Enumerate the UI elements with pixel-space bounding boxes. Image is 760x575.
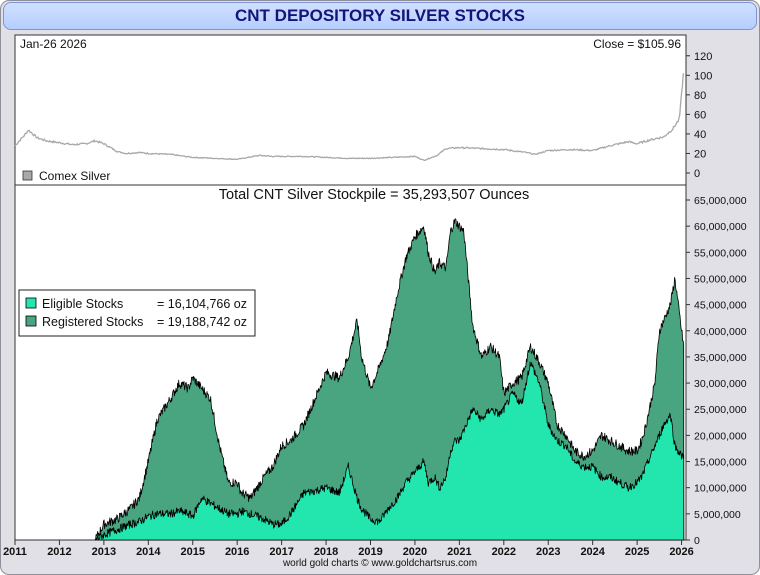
x-tick-label: 2024 <box>580 546 605 558</box>
registered-legend-value: = 19,188,742 oz <box>157 315 247 329</box>
price-y-tick-label: 20 <box>694 148 706 160</box>
x-tick-label: 2021 <box>447 546 471 558</box>
price-legend-swatch <box>22 170 33 181</box>
stock-y-tick-label: 15,000,000 <box>694 457 747 469</box>
x-tick-label: 2019 <box>358 546 382 558</box>
stockpile-title: Total CNT Silver Stockpile = 35,293,507 … <box>219 187 529 203</box>
x-tick-label: 2017 <box>269 546 293 558</box>
stock-y-tick-label: 25,000,000 <box>694 404 747 416</box>
registered-legend-label: Registered Stocks <box>42 315 143 329</box>
x-tick-label: 2026 <box>669 546 693 558</box>
stock-y-tick-label: 55,000,000 <box>694 247 747 259</box>
stock-y-tick-label: 45,000,000 <box>694 300 747 312</box>
x-tick-label: 2014 <box>136 546 161 558</box>
x-tick-label: 2016 <box>225 546 249 558</box>
price-legend-label: Comex Silver <box>39 169 110 183</box>
date-label: Jan-26 2026 <box>20 37 87 51</box>
x-tick-label: 2013 <box>92 546 116 558</box>
price-y-tick-label: 0 <box>694 168 700 180</box>
price-y-tick-label: 100 <box>694 70 712 82</box>
stock-y-tick-label: 40,000,000 <box>694 326 747 338</box>
stock-y-tick-label: 50,000,000 <box>694 273 747 285</box>
stock-legend-box <box>18 289 256 337</box>
x-tick-label: 2011 <box>3 546 27 558</box>
chart-title: CNT DEPOSITORY SILVER STOCKS <box>3 2 757 30</box>
x-tick-label: 2012 <box>47 546 71 558</box>
stock-y-tick-label: 65,000,000 <box>694 195 747 207</box>
eligible-legend-label: Eligible Stocks <box>42 297 123 311</box>
stock-y-tick-label: 20,000,000 <box>694 430 747 442</box>
stock-y-tick-label: 0 <box>694 535 700 547</box>
price-y-tick-label: 60 <box>694 109 706 121</box>
stock-y-tick-label: 60,000,000 <box>694 221 747 233</box>
price-y-tick-label: 40 <box>694 129 706 141</box>
x-tick-label: 2020 <box>403 546 427 558</box>
silver-price-line <box>14 73 684 162</box>
close-label: Close = $105.96 <box>593 37 681 51</box>
stock-y-tick-label: 30,000,000 <box>694 378 747 390</box>
eligible-legend-swatch <box>25 297 37 309</box>
stock-y-axis: 0 5,000,000 10,000,000 15,000,000 20,000,000… <box>686 195 747 547</box>
footer-credit: world gold charts © www.goldchartsrus.co… <box>282 558 478 569</box>
x-tick-label: 2025 <box>625 546 649 558</box>
x-tick-label: 2015 <box>181 546 205 558</box>
price-y-tick-label: 80 <box>694 90 706 102</box>
eligible-legend-value: = 16,104,766 oz <box>157 297 247 311</box>
year-x-axis: 2011 2012 2013 2014 2015 2016 2017 2018 2019 2020… <box>3 540 694 558</box>
price-y-tick-label: 120 <box>694 51 712 63</box>
stock-y-tick-label: 35,000,000 <box>694 352 747 364</box>
price-panel <box>14 34 687 186</box>
stock-y-tick-label: 10,000,000 <box>694 483 747 495</box>
eligible-stocks-area <box>94 361 685 541</box>
x-tick-label: 2023 <box>536 546 560 558</box>
x-tick-label: 2018 <box>314 546 338 558</box>
price-y-axis: 0 20 40 60 80 100 120 <box>686 51 712 180</box>
x-tick-label: 2022 <box>492 546 516 558</box>
registered-legend-swatch <box>25 315 37 327</box>
stock-y-tick-label: 5,000,000 <box>694 509 741 521</box>
